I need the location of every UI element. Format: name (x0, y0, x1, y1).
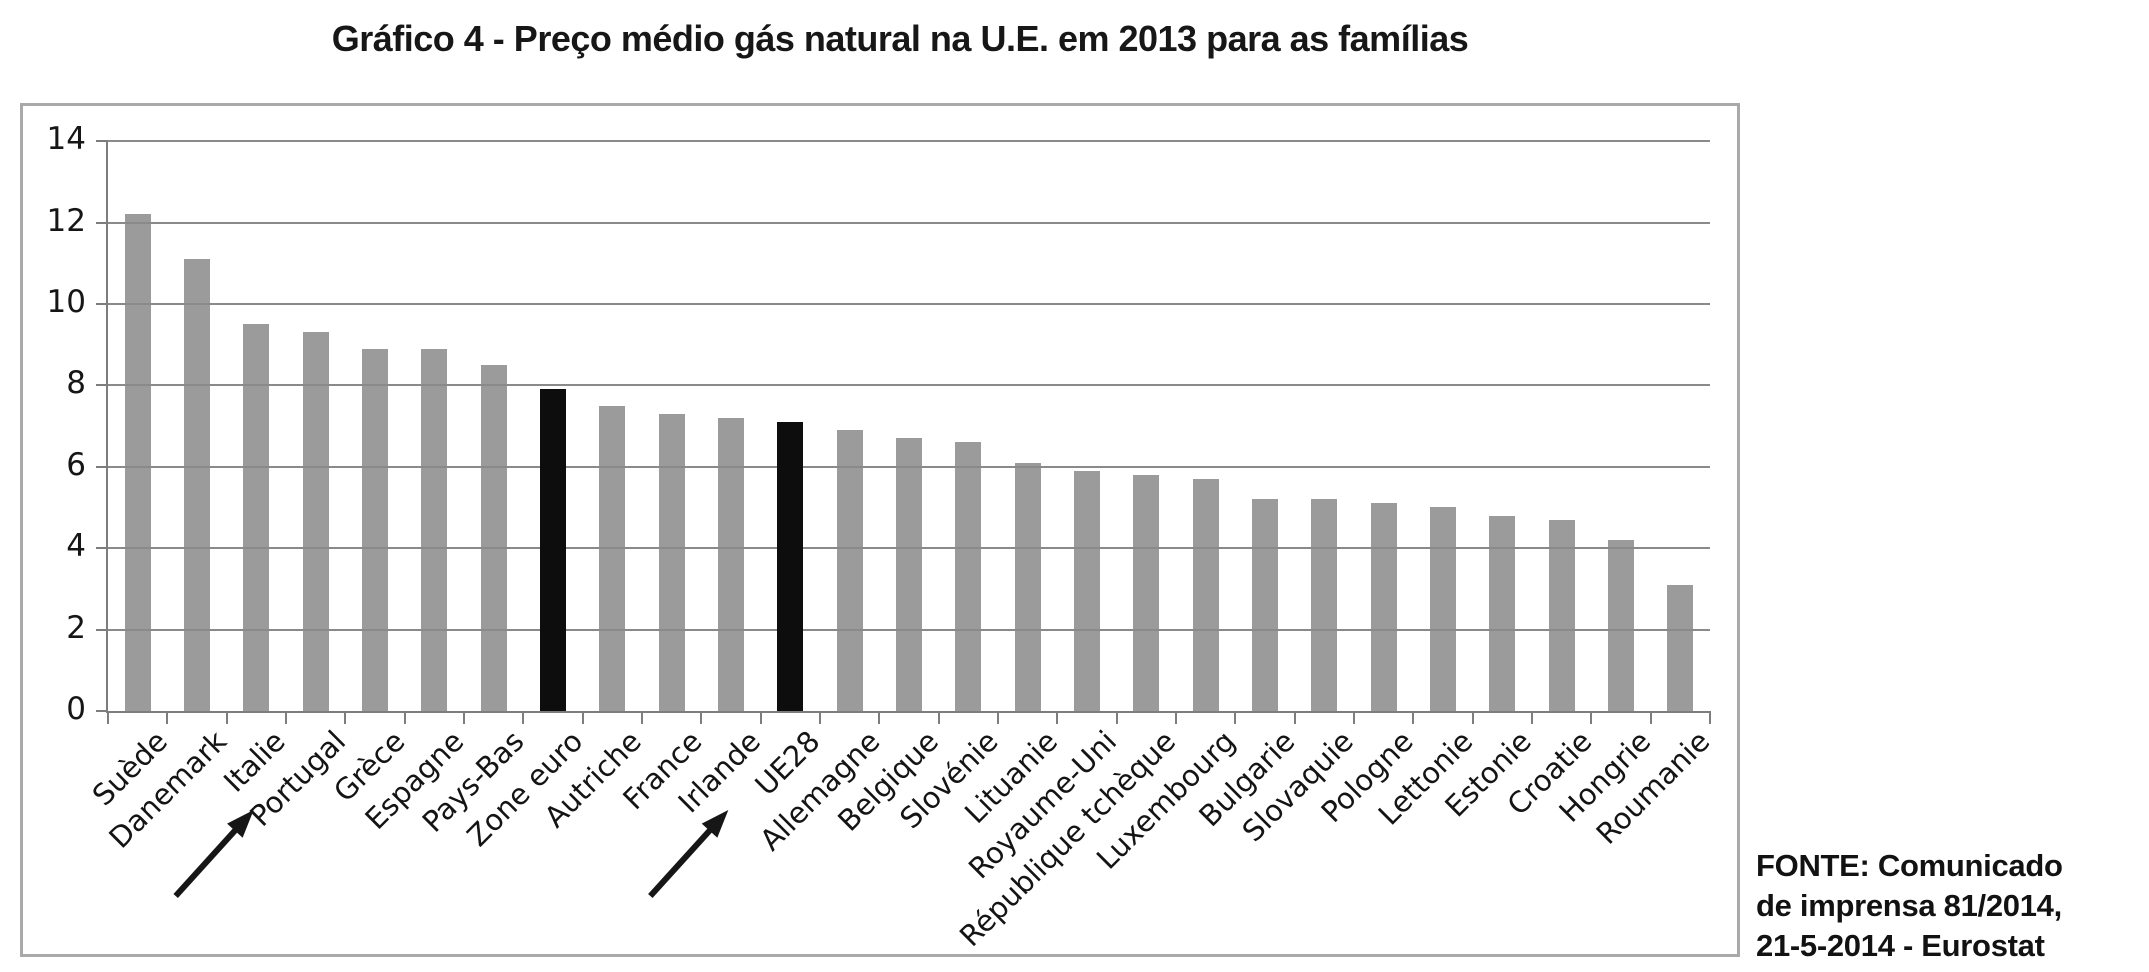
gridline (108, 629, 1710, 631)
bar-belgique (896, 438, 922, 711)
y-axis-tick-label: 2 (66, 610, 86, 646)
bar-royaume-uni (1074, 471, 1100, 711)
bar-france (659, 414, 685, 711)
x-tick (344, 711, 346, 724)
x-tick (938, 711, 940, 724)
x-tick (1175, 711, 1177, 724)
plot-area: 0 2 4 6 8 10 12 14 Suède Danemark Italie Portugal Gr… (23, 106, 1737, 954)
bar-r-publique-tch-que (1133, 475, 1159, 711)
y-tick (96, 466, 108, 468)
x-tick (1353, 711, 1355, 724)
x-tick (1531, 711, 1533, 724)
bar-irlande (718, 418, 744, 711)
y-axis-tick-label: 8 (66, 365, 86, 401)
y-tick (96, 629, 108, 631)
bar-pologne (1371, 503, 1397, 711)
x-tick (1116, 711, 1118, 724)
y-axis-line (106, 141, 108, 713)
y-tick (96, 384, 108, 386)
bar-autriche (599, 406, 625, 711)
gridline (108, 384, 1710, 386)
x-axis-line (106, 711, 1710, 713)
source-note: FONTE: Comunicado de imprensa 81/2014, 2… (1756, 846, 2148, 966)
x-tick (819, 711, 821, 724)
bar-croatie (1549, 520, 1575, 711)
x-tick (404, 711, 406, 724)
y-tick (96, 303, 108, 305)
bar-italie (243, 324, 269, 711)
y-axis-tick-label: 4 (66, 528, 86, 564)
gridline (108, 466, 1710, 468)
gridline (108, 547, 1710, 549)
bar-zone-euro (540, 389, 566, 711)
x-tick (107, 711, 109, 724)
x-tick (166, 711, 168, 724)
x-tick (582, 711, 584, 724)
x-tick (522, 711, 524, 724)
x-tick (285, 711, 287, 724)
y-axis-tick-label: 6 (66, 447, 86, 483)
source-line-1: FONTE: Comunicado (1756, 848, 2063, 883)
y-tick (96, 547, 108, 549)
source-line-2: de imprensa 81/2014, (1756, 888, 2062, 923)
x-tick (760, 711, 762, 724)
x-tick (1056, 711, 1058, 724)
y-axis-tick-label: 12 (46, 203, 86, 239)
chart-frame: 0 2 4 6 8 10 12 14 Suède Danemark Italie Portugal Gr… (20, 103, 1740, 957)
x-tick (641, 711, 643, 724)
y-axis-tick-label: 0 (66, 691, 86, 727)
x-tick (1294, 711, 1296, 724)
x-tick (226, 711, 228, 724)
bar-danemark (184, 259, 210, 711)
bar-roumanie (1667, 585, 1693, 711)
x-tick (1412, 711, 1414, 724)
x-tick (1650, 711, 1652, 724)
bar-ue28 (777, 422, 803, 711)
x-tick (1590, 711, 1592, 724)
bar-slov-nie (955, 442, 981, 711)
x-tick (1709, 711, 1711, 724)
bar-hongrie (1608, 540, 1634, 711)
gridline (108, 303, 1710, 305)
bar-espagne (421, 349, 447, 711)
x-tick (997, 711, 999, 724)
bar-su-de (125, 214, 151, 711)
y-tick (96, 710, 108, 712)
bar-portugal (303, 332, 329, 711)
source-line-3: 21-5-2014 - Eurostat (1756, 928, 2045, 963)
bar-allemagne (837, 430, 863, 711)
y-tick (96, 140, 108, 142)
bar-lituanie (1015, 463, 1041, 711)
gridline (108, 222, 1710, 224)
bar-bulgarie (1252, 499, 1278, 711)
bar-slovaquie (1311, 499, 1337, 711)
bar-pays-bas (481, 365, 507, 711)
bar-lettonie (1430, 507, 1456, 711)
x-tick (463, 711, 465, 724)
bar-estonie (1489, 516, 1515, 711)
gridline (108, 140, 1710, 142)
y-tick (96, 222, 108, 224)
x-tick (700, 711, 702, 724)
bar-gr-ce (362, 349, 388, 711)
bar-luxembourg (1193, 479, 1219, 711)
x-tick (878, 711, 880, 724)
y-axis-tick-label: 14 (46, 121, 86, 157)
chart-title: Gráfico 4 - Preço médio gás natural na U… (331, 18, 1469, 59)
y-axis-tick-label: 10 (46, 284, 86, 320)
x-tick (1472, 711, 1474, 724)
x-tick (1234, 711, 1236, 724)
